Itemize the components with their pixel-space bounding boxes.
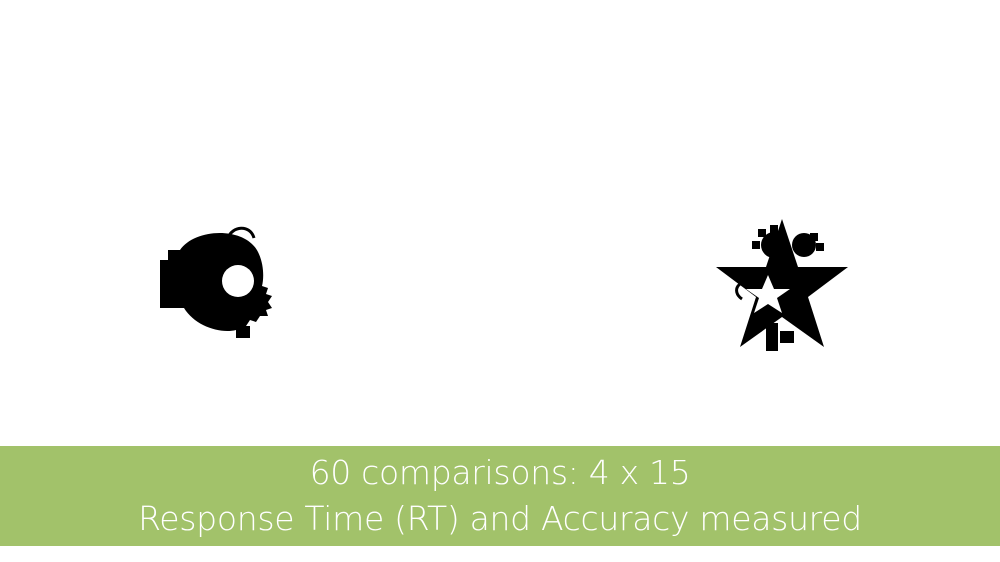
caption-band: 60 comparisons: 4 x 15 Response Time (RT…: [0, 446, 1000, 546]
caption-line-2: Response Time (RT) and Accuracy measured: [138, 499, 862, 538]
abstract-star-shape-icon: [712, 215, 852, 355]
caption-line-1: 60 comparisons: 4 x 15: [309, 453, 691, 492]
abstract-round-shape-icon: [150, 220, 280, 345]
